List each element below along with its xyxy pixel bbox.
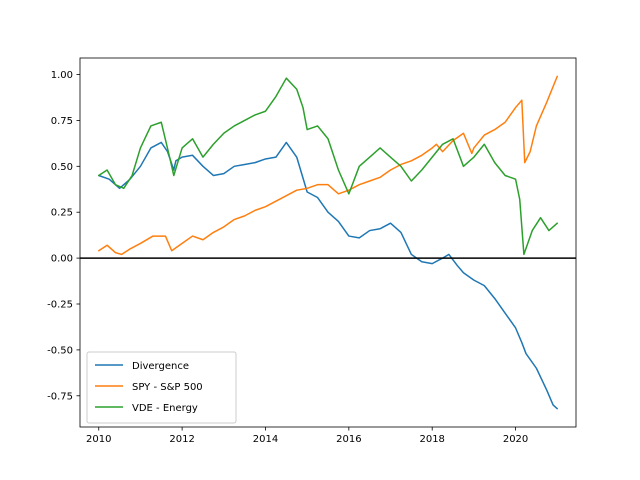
y-tick-label: 0.75 — [51, 116, 73, 127]
x-tick-label: 2010 — [86, 434, 111, 445]
series-line-vde-energy — [98, 77, 558, 256]
legend-label-spy-s-p-500: SPY - S&P 500 — [132, 382, 203, 393]
y-tick-label: -0.25 — [47, 300, 73, 311]
series-line-spy-s-p-500 — [98, 75, 558, 256]
x-tick-label: 2016 — [336, 434, 361, 445]
plot-frame — [79, 57, 577, 428]
axes-layer: 2010 2012 2014 2016 2018 2020 -0.75 -0.50 -0.25 0… — [47, 70, 528, 445]
y-tick-label: 0.50 — [51, 162, 73, 173]
series-line-divergence — [98, 141, 558, 410]
legend-label-vde-energy: VDE - Energy — [132, 403, 198, 414]
y-tick-label: -0.75 — [47, 391, 73, 402]
legend-label-divergence: Divergence — [132, 361, 189, 372]
y-tick-label: 0.00 — [51, 254, 73, 265]
series-layer — [98, 75, 558, 410]
y-tick-label: 0.25 — [51, 208, 73, 219]
legend: Divergence SPY - S&P 500 VDE - Energy — [86, 351, 237, 424]
x-tick-label: 2012 — [169, 434, 194, 445]
legend-box — [86, 351, 237, 424]
x-tick-label: 2018 — [419, 434, 444, 445]
x-tick-label: 2014 — [253, 434, 278, 445]
x-tick-label: 2020 — [503, 434, 528, 445]
y-tick-label: 1.00 — [51, 70, 73, 81]
y-tick-label: -0.50 — [47, 345, 73, 356]
